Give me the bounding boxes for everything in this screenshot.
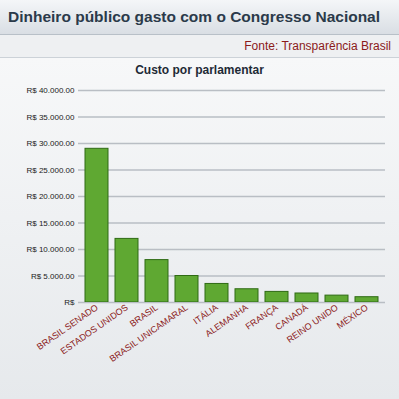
svg-text:R$ 25.000.00: R$ 25.000.00 bbox=[26, 166, 75, 175]
svg-text:CANADÁ: CANADÁ bbox=[273, 302, 310, 332]
html-text:Dinheiro público gasto com o C: Dinheiro público gasto com o Congresso N… bbox=[8, 8, 380, 25]
svg-text:FRANÇA: FRANÇA bbox=[244, 302, 280, 331]
svg-text:R$ 35.000.00: R$ 35.000.00 bbox=[26, 113, 75, 122]
svg-text:ALEMANHA: ALEMANHA bbox=[204, 302, 250, 339]
svg-text:MÉXICO: MÉXICO bbox=[335, 302, 370, 331]
svg-text:BRASIL UNICAMARAL: BRASIL UNICAMARAL bbox=[108, 302, 190, 364]
svg-text:R$: R$ bbox=[64, 298, 75, 307]
html-text:Custo por parlamentar: Custo por parlamentar bbox=[135, 63, 264, 77]
svg-text:BRASIL SENADO: BRASIL SENADO bbox=[34, 302, 100, 352]
svg-text:ESTADOS UNIDOS: ESTADOS UNIDOS bbox=[58, 302, 130, 357]
svg-text:R$ 5.000.00: R$ 5.000.00 bbox=[31, 272, 75, 281]
svg-text:R$ 30.000.00: R$ 30.000.00 bbox=[26, 139, 75, 148]
svg-text:R$ 15.000.00: R$ 15.000.00 bbox=[26, 219, 75, 228]
svg-text:R$ 40.000.00: R$ 40.000.00 bbox=[26, 86, 75, 95]
html-text:Fonte: Transparência Brasil: Fonte: Transparência Brasil bbox=[244, 39, 391, 53]
svg-text:R$ 10.000.00: R$ 10.000.00 bbox=[26, 245, 75, 254]
svg-text:R$ 20.000.00: R$ 20.000.00 bbox=[26, 192, 75, 201]
svg-text:REINO UNIDO: REINO UNIDO bbox=[285, 302, 340, 345]
svg-text:ITÁLIA: ITÁLIA bbox=[191, 302, 220, 327]
